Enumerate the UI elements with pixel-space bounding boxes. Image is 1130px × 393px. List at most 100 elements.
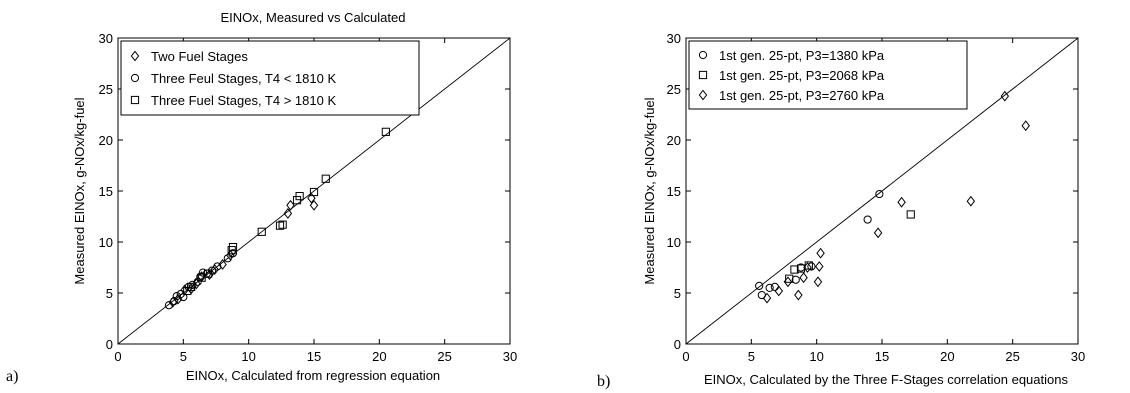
- data-point-circle: [791, 275, 800, 284]
- data-point-circle: [875, 189, 884, 199]
- x-tick-label: 5: [748, 349, 755, 364]
- legend-box: [688, 40, 968, 110]
- data-point-diamond: [1000, 90, 1010, 102]
- x-tick-label: 30: [1071, 349, 1085, 364]
- y-tick-label: 20: [99, 133, 113, 148]
- data-point-diamond: [897, 196, 906, 208]
- legend-label: 1st gen. 25-pt, P3=1380 kPa: [719, 48, 885, 63]
- x-tick-label: 5: [180, 349, 187, 364]
- data-point-diamond: [307, 192, 316, 204]
- y-tick-label: 15: [99, 184, 113, 199]
- legend-label: Three Feul Stages, T4 < 1810 K: [151, 71, 336, 86]
- y-tick-label: 0: [674, 337, 681, 352]
- data-point-diamond: [815, 261, 824, 272]
- data-point-diamond: [783, 276, 793, 288]
- chart-a-xlabel: EINOx, Calculated from regression equati…: [186, 368, 440, 383]
- data-point-diamond: [210, 264, 219, 275]
- y-tick-label: 25: [667, 82, 681, 97]
- data-point-diamond: [218, 259, 227, 270]
- x-tick-label: 10: [809, 349, 823, 364]
- legend-label: Three Fuel Stages, T4 > 1810 K: [151, 93, 336, 108]
- data-point-circle: [164, 301, 174, 310]
- data-point-circle: [170, 297, 179, 306]
- x-tick-label: 20: [940, 349, 954, 364]
- data-point-diamond: [286, 199, 295, 211]
- data-point-square: [785, 274, 794, 283]
- data-point-diamond: [774, 285, 784, 297]
- data-point-diamond: [799, 272, 808, 284]
- chart-a-title: EINOx, Measured vs Calculated: [221, 10, 406, 25]
- data-point-square: [309, 187, 319, 197]
- data-point-diamond: [873, 227, 883, 239]
- data-point-square: [187, 282, 196, 291]
- data-point-diamond: [803, 262, 812, 273]
- data-point-square: [295, 192, 304, 201]
- legend-label: 1st gen. 25-pt, P3=2760 kPa: [719, 88, 885, 103]
- legend-marker-circle: [130, 73, 140, 83]
- chart-b-xlabel: EINOx, Calculated by the Three F-Stages …: [704, 372, 1068, 387]
- data-point-square: [790, 265, 799, 274]
- y-tick-label: 30: [99, 31, 113, 46]
- x-tick-label: 25: [437, 349, 451, 364]
- data-point-square: [204, 269, 213, 278]
- y-tick-label: 25: [99, 82, 113, 97]
- data-point-diamond: [283, 208, 293, 219]
- chart-b-ylabel: Measured EINOx, g-NOx/kg-fuel: [642, 97, 657, 284]
- x-tick-label: 0: [682, 349, 689, 364]
- x-tick-label: 15: [307, 349, 321, 364]
- chart-a: EINOx, Measured vs Calculated 0 5 10 15 20 25…: [6, 10, 517, 385]
- data-point-diamond: [813, 276, 823, 288]
- data-point-square: [227, 246, 236, 255]
- chart-b: 0 5 10 15 20 25 30 0 5 10 15 20 25 30 1st gen. 25-pt,…: [597, 31, 1085, 390]
- chart-a-ylabel: Measured EINOx, g-NOx/kg-fuel: [72, 97, 87, 284]
- x-tick-label: 20: [372, 349, 386, 364]
- data-point-square: [228, 243, 238, 252]
- legend-marker-diamond: [130, 50, 140, 62]
- legend-marker-square: [698, 70, 708, 80]
- legend-marker-circle: [698, 50, 708, 60]
- data-point-square: [381, 127, 390, 136]
- y-tick-label: 10: [99, 235, 113, 250]
- data-point-diamond: [816, 247, 825, 259]
- x-tick-label: 25: [1005, 349, 1019, 364]
- data-point-circle: [223, 254, 232, 263]
- chart-b-panel-label: b): [597, 373, 610, 390]
- data-point-diamond: [794, 289, 803, 301]
- data-point-square: [321, 174, 330, 183]
- data-point-circle: [755, 281, 764, 290]
- data-point-diamond: [966, 195, 976, 207]
- legend-box: [120, 40, 420, 116]
- data-point-square: [275, 221, 285, 230]
- y-tick-label: 30: [667, 31, 681, 46]
- y-tick-label: 5: [106, 286, 113, 301]
- legend-marker-square: [130, 95, 140, 105]
- data-point-circle: [765, 283, 774, 292]
- data-point-circle: [807, 262, 816, 271]
- data-point-circle: [863, 215, 872, 224]
- data-point-diamond: [309, 199, 319, 211]
- data-point-circle: [196, 272, 205, 281]
- x-tick-label: 10: [241, 349, 255, 364]
- x-tick-label: 30: [503, 349, 517, 364]
- y-tick-label: 0: [106, 337, 113, 352]
- legend-marker-diamond: [698, 89, 708, 101]
- data-point-circle: [198, 268, 208, 277]
- y-tick-label: 15: [667, 184, 681, 199]
- data-point-circle: [228, 249, 238, 258]
- x-tick-label: 0: [114, 349, 121, 364]
- data-point-diamond: [1021, 120, 1030, 132]
- data-point-square: [257, 227, 266, 236]
- x-tick-label: 15: [875, 349, 889, 364]
- data-point-square: [278, 220, 287, 229]
- legend-label: 1st gen. 25-pt, P3=2068 kPa: [719, 68, 885, 83]
- chart-a-panel-label: a): [6, 368, 18, 385]
- y-tick-label: 5: [674, 286, 681, 301]
- data-point-circle: [172, 291, 181, 301]
- legend-label: Two Fuel Stages: [151, 49, 248, 64]
- data-point-square: [906, 210, 915, 219]
- y-tick-label: 20: [667, 133, 681, 148]
- data-point-diamond: [762, 292, 772, 304]
- data-point-circle: [213, 262, 222, 271]
- y-tick-label: 10: [667, 235, 681, 250]
